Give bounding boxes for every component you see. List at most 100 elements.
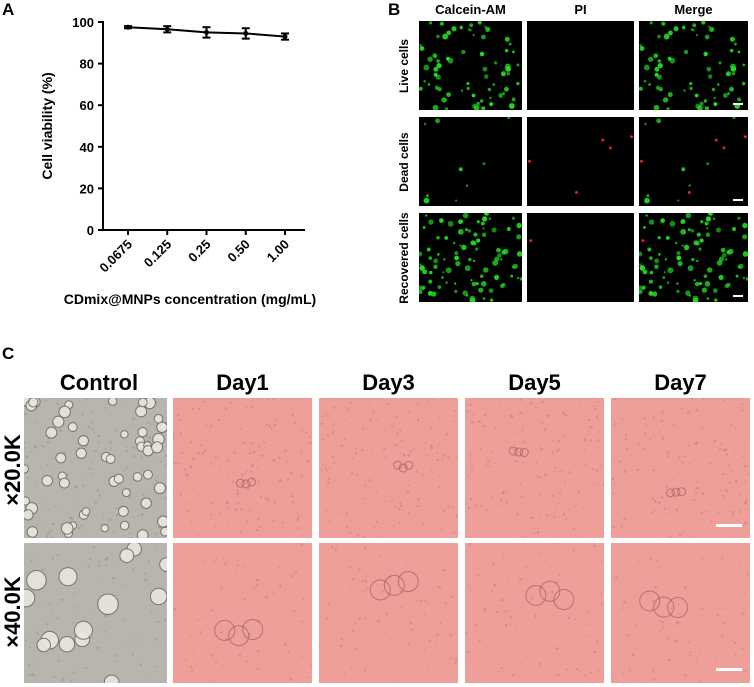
cell-dot — [419, 289, 423, 295]
cell-shape — [324, 467, 327, 471]
cell-shape — [136, 529, 149, 538]
cell-shape — [694, 442, 698, 446]
cell-shape — [558, 573, 561, 576]
cell-shape — [36, 631, 38, 634]
cell-shape — [130, 497, 132, 499]
cell-dot — [695, 33, 698, 37]
cell-dot — [493, 61, 498, 65]
cell-dot — [512, 263, 518, 269]
cell-shape — [417, 497, 420, 501]
cell-shape — [513, 444, 515, 446]
cell-shape — [123, 469, 126, 472]
cell-shape — [488, 465, 491, 468]
cell-shape — [205, 401, 207, 403]
cell-shape — [47, 531, 50, 535]
cell-dot — [423, 122, 427, 126]
cell-shape — [713, 504, 715, 506]
cell-shape — [467, 584, 469, 587]
cell-dot — [661, 21, 666, 26]
cell-shape — [667, 637, 670, 640]
cell-dots — [419, 213, 522, 302]
cell-shape — [695, 660, 698, 663]
cell-shape — [516, 555, 519, 558]
cell-shape — [485, 508, 489, 512]
cell-shape — [141, 469, 144, 471]
cell-shape — [498, 645, 500, 647]
cell-shape — [524, 566, 527, 569]
cell-shape — [725, 453, 728, 456]
cell-shape — [382, 590, 385, 593]
cell-shape — [602, 483, 604, 487]
cell-shape — [743, 521, 747, 524]
cell-shape — [661, 412, 664, 415]
cell-shape — [723, 621, 726, 625]
cell-dot — [454, 282, 457, 285]
cell-shape — [724, 448, 728, 452]
cell-shape — [620, 608, 623, 610]
brightfield-image-control-40k — [24, 543, 167, 683]
cell-dot — [725, 71, 731, 77]
cell-shape — [536, 531, 540, 534]
cell-shape — [576, 537, 579, 538]
cell-shape — [652, 416, 655, 419]
cell-dot — [491, 227, 497, 233]
cell-shape — [87, 565, 90, 568]
brightfield-image-control-20k — [24, 398, 167, 538]
cell-shape — [564, 452, 567, 454]
cell-shape — [597, 439, 600, 442]
cell-shape — [602, 408, 604, 410]
cell-shape — [88, 467, 91, 470]
cell-shape — [189, 571, 191, 574]
cell-shape — [741, 614, 743, 616]
cell-shape — [283, 643, 287, 646]
cell-shape — [137, 398, 148, 408]
cell-shape — [549, 440, 552, 443]
cell-shape — [215, 557, 218, 560]
cell-shape — [331, 455, 335, 459]
cell-shape — [258, 526, 261, 529]
cell-dot — [482, 162, 486, 165]
cell-dot — [485, 26, 491, 33]
cell-shape — [399, 501, 402, 504]
cell-shape — [308, 515, 310, 517]
col-header-calcein: Calcein-AM — [435, 2, 506, 17]
cell-dot — [696, 259, 699, 263]
brightfield-image-day5-40k — [465, 543, 604, 683]
cell-shape — [537, 475, 539, 478]
cell-dot — [465, 228, 469, 232]
cell-dot — [437, 285, 442, 289]
cell-shape — [551, 451, 554, 455]
cell-shape — [241, 473, 244, 476]
brightfield-image-day7-20k — [611, 398, 750, 538]
cell-shape — [554, 470, 556, 472]
cell-shape — [674, 639, 678, 643]
cell-shape — [319, 645, 321, 647]
cell-shape — [235, 478, 245, 488]
cell-dot — [511, 216, 516, 220]
cell-shape — [24, 412, 27, 416]
cell-shape — [56, 617, 59, 620]
cell-shape — [399, 590, 402, 593]
cell-dot — [423, 197, 430, 204]
cell-shape — [699, 680, 702, 683]
cell-dot — [425, 194, 429, 198]
cell-shape — [73, 671, 76, 674]
cell-shape — [374, 576, 377, 578]
cell-dot — [653, 104, 660, 110]
cell-shape — [721, 634, 724, 637]
cell-shape — [658, 619, 661, 623]
cell-shape — [587, 430, 589, 433]
cell-shape — [190, 440, 193, 444]
cell-shape — [438, 486, 441, 489]
cell-shape — [558, 491, 561, 494]
cell-shape — [60, 598, 64, 602]
cell-shape — [349, 531, 352, 535]
cell-shape — [716, 526, 718, 529]
cell-shape — [615, 576, 618, 580]
cell-shape — [350, 472, 354, 475]
cell-shape — [727, 464, 730, 467]
cell-shape — [191, 407, 195, 411]
cell-shape — [226, 500, 229, 503]
cell-shape — [220, 586, 223, 589]
cell-shape — [100, 524, 109, 533]
